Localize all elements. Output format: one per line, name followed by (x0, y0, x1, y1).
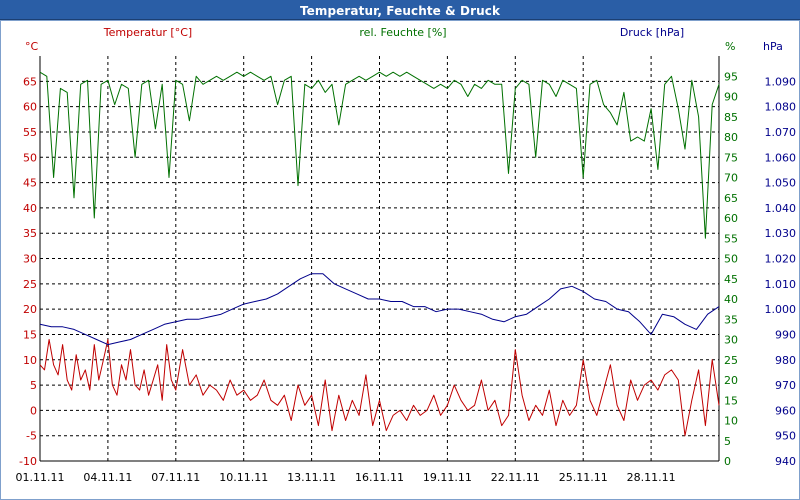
pressure-tick-label: 970 (775, 379, 796, 392)
pressure-tick-label: 1.080 (765, 101, 797, 114)
humidity-axis-title: rel. Feuchte [%] (359, 26, 446, 39)
pressure-tick-label: 1.050 (765, 177, 797, 190)
x-tick-label: 19.11.11 (423, 471, 472, 484)
humidity-tick-label: 15 (724, 394, 738, 407)
humidity-tick-label: 10 (724, 415, 738, 428)
window-titlebar: Temperatur, Feuchte & Druck (0, 0, 800, 20)
grid-lines (39, 56, 720, 462)
humidity-tick-label: 85 (724, 111, 738, 124)
x-tick-label: 16.11.11 (355, 471, 404, 484)
x-tick-label: 13.11.11 (287, 471, 336, 484)
humidity-series-line (39, 71, 720, 239)
x-tick-label: 01.11.11 (16, 471, 65, 484)
tick-labels: 01.11.11 04.11.11 07.11.11 10.11.11 13.11.11… (16, 70, 796, 484)
pressure-tick-label: 1.060 (765, 151, 797, 164)
pressure-tick-label: 980 (775, 354, 796, 367)
series-layer (39, 71, 720, 437)
x-tick-label: 07.11.11 (151, 471, 200, 484)
pressure-tick-label: 1.020 (765, 253, 797, 266)
humidity-tick-label: 30 (724, 334, 738, 347)
temperature-series-line (39, 339, 720, 437)
temperature-tick-label: 50 (23, 151, 37, 164)
humidity-tick-label: 55 (724, 232, 738, 245)
temperature-tick-label: 20 (23, 303, 37, 316)
humidity-tick-label: 70 (724, 172, 738, 185)
temperature-tick-label: 15 (23, 328, 37, 341)
pressure-tick-label: 1.010 (765, 278, 797, 291)
temperature-tick-label: 30 (23, 253, 37, 266)
pressure-tick-label: 940 (775, 455, 796, 468)
temperature-tick-label: 5 (30, 379, 37, 392)
pressure-series-line (39, 273, 720, 346)
pressure-axis-title: Druck [hPa] (620, 26, 684, 39)
humidity-tick-label: 20 (724, 374, 738, 387)
temperature-axis-title: Temperatur [°C] (103, 26, 192, 39)
x-tick-label: 10.11.11 (219, 471, 268, 484)
humidity-tick-label: 25 (724, 354, 738, 367)
temperature-tick-label: 25 (23, 278, 37, 291)
pressure-tick-label: 960 (775, 404, 796, 417)
humidity-tick-label: 80 (724, 131, 738, 144)
humidity-tick-label: 45 (724, 273, 738, 286)
window-title: Temperatur, Feuchte & Druck (299, 4, 501, 18)
humidity-tick-label: 90 (724, 91, 738, 104)
pressure-tick-label: 1.040 (765, 202, 797, 215)
humidity-tick-label: 40 (724, 293, 738, 306)
pressure-tick-label: 1.030 (765, 227, 797, 240)
temperature-unit-label: °C (25, 40, 39, 53)
humidity-tick-label: 65 (724, 192, 738, 205)
x-tick-label: 22.11.11 (491, 471, 540, 484)
temperature-tick-label: 60 (23, 101, 37, 114)
humidity-tick-label: 0 (724, 455, 731, 468)
pressure-unit-label: hPa (763, 40, 783, 53)
temperature-tick-label: 55 (23, 126, 37, 139)
temperature-tick-label: -5 (26, 430, 37, 443)
humidity-tick-label: 95 (724, 70, 738, 83)
pressure-tick-label: 1.070 (765, 126, 797, 139)
temperature-tick-label: 0 (30, 404, 37, 417)
temperature-tick-label: 10 (23, 354, 37, 367)
humidity-tick-label: 75 (724, 151, 738, 164)
humidity-tick-label: 50 (724, 253, 738, 266)
x-tick-label: 04.11.11 (83, 471, 132, 484)
pressure-tick-label: 950 (775, 430, 796, 443)
temperature-tick-label: -10 (19, 455, 37, 468)
temperature-tick-label: 40 (23, 202, 37, 215)
humidity-tick-label: 60 (724, 212, 738, 225)
humidity-unit-label: % (725, 40, 735, 53)
humidity-tick-label: 35 (724, 313, 738, 326)
x-tick-label: 25.11.11 (559, 471, 608, 484)
temperature-tick-label: 45 (23, 177, 37, 190)
pressure-tick-label: 990 (775, 328, 796, 341)
temperature-tick-label: 35 (23, 227, 37, 240)
pressure-tick-label: 1.090 (765, 75, 797, 88)
pressure-tick-label: 1.000 (765, 303, 797, 316)
temperature-tick-label: 65 (23, 75, 37, 88)
x-tick-label: 28.11.11 (627, 471, 676, 484)
humidity-tick-label: 5 (724, 435, 731, 448)
